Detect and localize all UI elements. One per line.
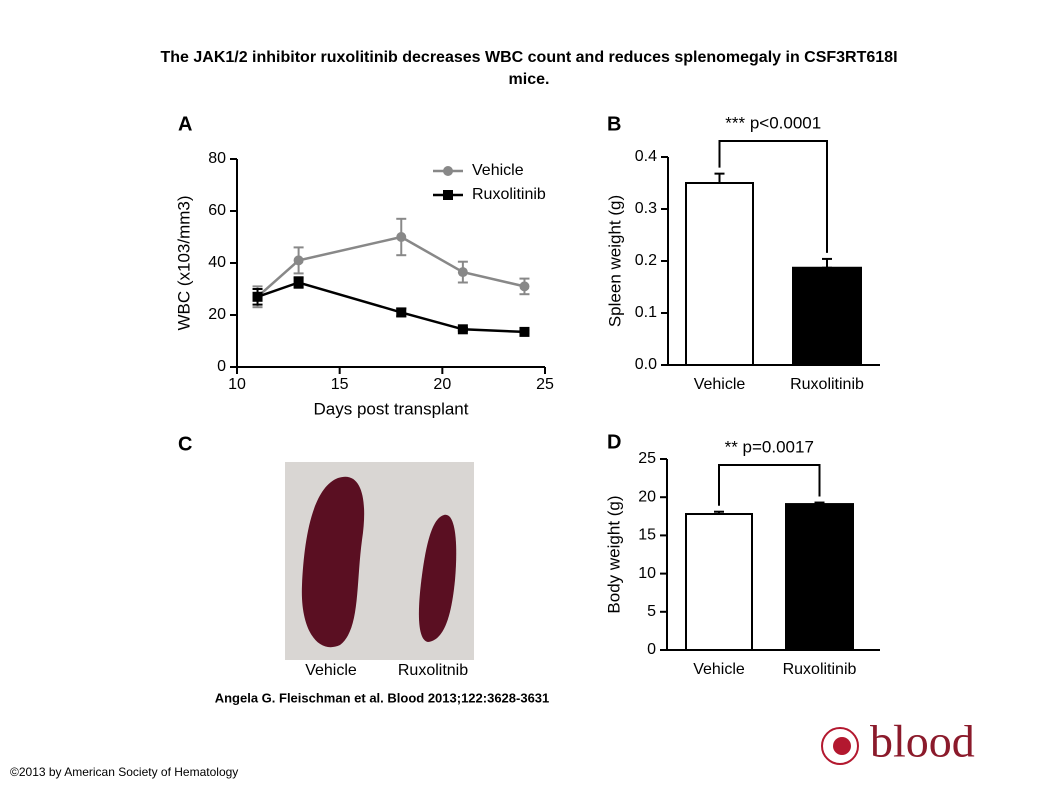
y-tick-label: 20 xyxy=(638,488,656,505)
x-tick-label: 25 xyxy=(536,376,554,393)
y-tick-label: 40 xyxy=(208,254,226,271)
significance-bracket xyxy=(718,464,821,506)
panel-letter: A xyxy=(178,113,192,135)
y-tick-label: 0.2 xyxy=(635,252,657,269)
copyright: ©2013 by American Society of Hematology xyxy=(10,765,238,779)
logo-text: blood xyxy=(870,716,975,767)
panel-letter: D xyxy=(607,431,621,453)
point xyxy=(252,291,263,302)
bar xyxy=(685,513,753,651)
y-tick-label: 0 xyxy=(647,641,656,658)
point xyxy=(293,277,304,288)
y-tick-label: 15 xyxy=(638,527,656,544)
error-bar xyxy=(822,257,832,269)
legend-marker xyxy=(443,166,453,176)
x-tick-label: 15 xyxy=(331,376,349,393)
point xyxy=(519,326,530,337)
point xyxy=(293,255,304,266)
y-tick-label: 60 xyxy=(208,202,226,219)
citation: Angela G. Fleischman et al. Blood 2013;1… xyxy=(215,690,550,705)
legend-marker xyxy=(443,190,453,200)
y-tick-label: 25 xyxy=(638,450,656,467)
y-axis-label: Body weight (g) xyxy=(604,495,623,613)
point xyxy=(396,307,407,318)
x-tick-label: Vehicle xyxy=(694,376,746,393)
bar xyxy=(685,182,754,366)
point xyxy=(519,281,530,292)
y-axis-label: Spleen weight (g) xyxy=(605,195,624,327)
y-tick-label: 0.3 xyxy=(635,200,657,217)
x-tick-label: 20 xyxy=(433,376,451,393)
bar xyxy=(792,266,862,367)
spleen xyxy=(418,514,457,642)
point xyxy=(457,267,468,278)
y-tick-label: 0.1 xyxy=(635,304,657,321)
y-tick-label: 0.0 xyxy=(635,356,657,373)
legend-label: Ruxolitinib xyxy=(472,186,546,203)
photo: C Vehicle Ruxolitnib xyxy=(178,433,474,679)
annotation: ** p=0.0017 xyxy=(725,437,814,456)
photo-label: Vehicle xyxy=(305,662,357,679)
x-axis-label: Days post transplant xyxy=(314,399,469,418)
error-bar xyxy=(714,172,725,184)
y-tick-label: 0 xyxy=(217,358,226,375)
panel-letter: C xyxy=(178,433,192,455)
logo-ring xyxy=(821,727,859,765)
y-axis-label: WBC (x103/mm3) xyxy=(174,195,193,330)
y-tick-label: 20 xyxy=(208,306,226,323)
y-tick-label: 0.4 xyxy=(635,148,657,165)
logo: blood xyxy=(821,716,975,767)
panel-letter: B xyxy=(607,113,621,135)
significance-bracket xyxy=(718,140,828,253)
annotation: *** p<0.0001 xyxy=(725,113,821,132)
legend-label: Vehicle xyxy=(472,162,524,179)
point xyxy=(457,324,468,335)
point xyxy=(396,232,407,242)
x-tick-label: 10 xyxy=(228,376,246,393)
logo-dot xyxy=(833,737,851,755)
series-line xyxy=(257,281,525,334)
x-tick-label: Vehicle xyxy=(693,661,745,678)
slide-title: The JAK1/2 inhibitor ruxolitinib decreas… xyxy=(160,49,897,88)
spleen xyxy=(301,476,365,648)
x-tick-label: Ruxolitinib xyxy=(790,376,864,393)
bar xyxy=(785,503,854,651)
y-tick-label: 10 xyxy=(638,565,656,582)
x-tick-label: Ruxolitinib xyxy=(783,661,857,678)
y-tick-label: 5 xyxy=(647,603,656,620)
y-tick-label: 80 xyxy=(208,150,226,167)
photo-label: Ruxolitnib xyxy=(398,662,468,679)
